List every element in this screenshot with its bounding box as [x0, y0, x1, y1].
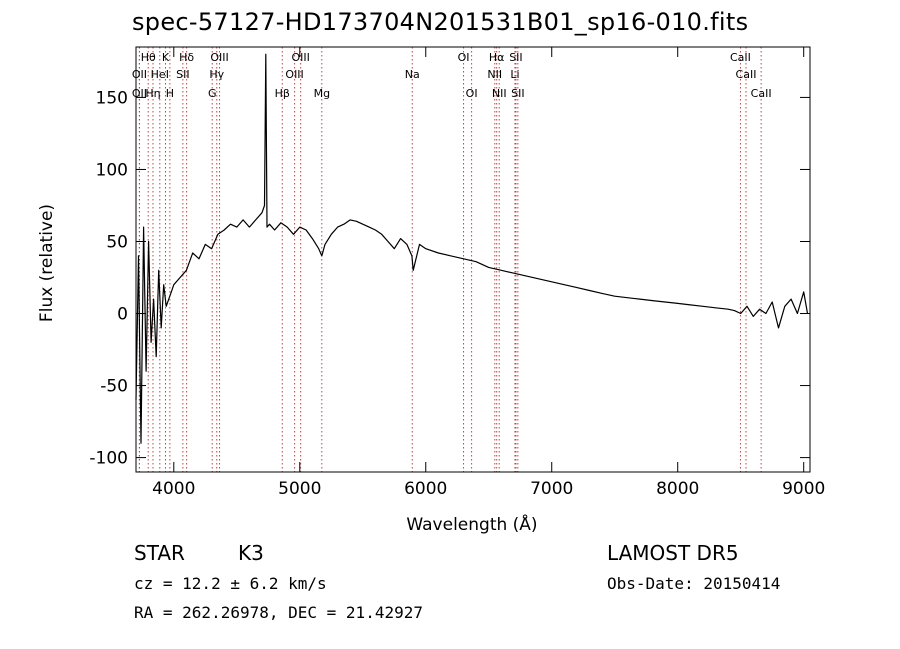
spectral-line-label: G	[208, 87, 217, 100]
spectral-line-label: H	[166, 87, 174, 100]
spectral-line-label: HeI	[151, 68, 169, 81]
y-tick-label: -50	[100, 377, 128, 397]
spectral-line-label: K	[162, 51, 170, 64]
spectral-line-label: Na	[405, 68, 420, 81]
spectral-line-label: Hα	[489, 51, 505, 64]
x-tick-label: 4000	[152, 479, 195, 499]
spectral-line-label: NII	[492, 87, 507, 100]
y-tick-label: 50	[106, 232, 128, 252]
spectral-line-label: CaII	[751, 87, 772, 100]
y-axis-label: Flux (relative)	[37, 204, 57, 322]
spectral-line-label: Hθ	[141, 51, 156, 64]
spectral-line-label: Hδ	[179, 51, 194, 64]
spectral-line-label: OIII	[210, 51, 228, 64]
spectral-line-label: OIII	[291, 51, 309, 64]
x-tick-label: 5000	[278, 479, 321, 499]
obs-date: Obs-Date: 20150414	[607, 574, 781, 593]
spectral-line-label: CaII	[730, 51, 751, 64]
cz-value: cz = 12.2 ± 6.2 km/s	[134, 574, 327, 593]
ra-dec: RA = 262.26978, DEC = 21.42927	[134, 603, 423, 622]
spectral-line-label: CaII	[736, 68, 757, 81]
spectral-line-label: Mg	[314, 87, 330, 100]
spectral-line-label: OIII	[285, 68, 303, 81]
spectral-line-label: Li	[510, 68, 519, 81]
star-class: STAR	[134, 541, 185, 565]
spectral-line-label: OII	[132, 68, 147, 81]
spectral-line-label: OI	[458, 51, 470, 64]
spectral-line-label: Hη	[145, 87, 160, 100]
spectral-line-label: SII	[176, 68, 189, 81]
spectrum-line	[135, 53, 809, 444]
spectral-line-label: NII	[487, 68, 502, 81]
star-subclass: K3	[238, 541, 264, 565]
x-tick-label: 8000	[656, 479, 699, 499]
spectral-line-label: SII	[509, 51, 522, 64]
plot-frame	[135, 46, 811, 473]
y-tick-label: 100	[96, 160, 128, 180]
y-tick-label: 150	[96, 88, 128, 108]
x-tick-label: 7000	[530, 479, 573, 499]
chart-title: spec-57127-HD173704N201531B01_sp16-010.f…	[132, 8, 749, 36]
x-tick-label: 6000	[404, 479, 447, 499]
spectral-line-label: Hγ	[209, 68, 224, 81]
spectral-line-label: OII	[132, 87, 147, 100]
x-axis-label: Wavelength (Å)	[406, 513, 537, 535]
y-tick-label: 0	[117, 305, 128, 325]
y-tick-label: -100	[89, 449, 128, 469]
spectral-line-label: Hβ	[275, 87, 290, 100]
x-tick-label: 9000	[782, 479, 825, 499]
spectral-line-label: SII	[511, 87, 524, 100]
spectral-line-label: OI	[466, 87, 478, 100]
survey-name: LAMOST DR5	[607, 541, 739, 565]
